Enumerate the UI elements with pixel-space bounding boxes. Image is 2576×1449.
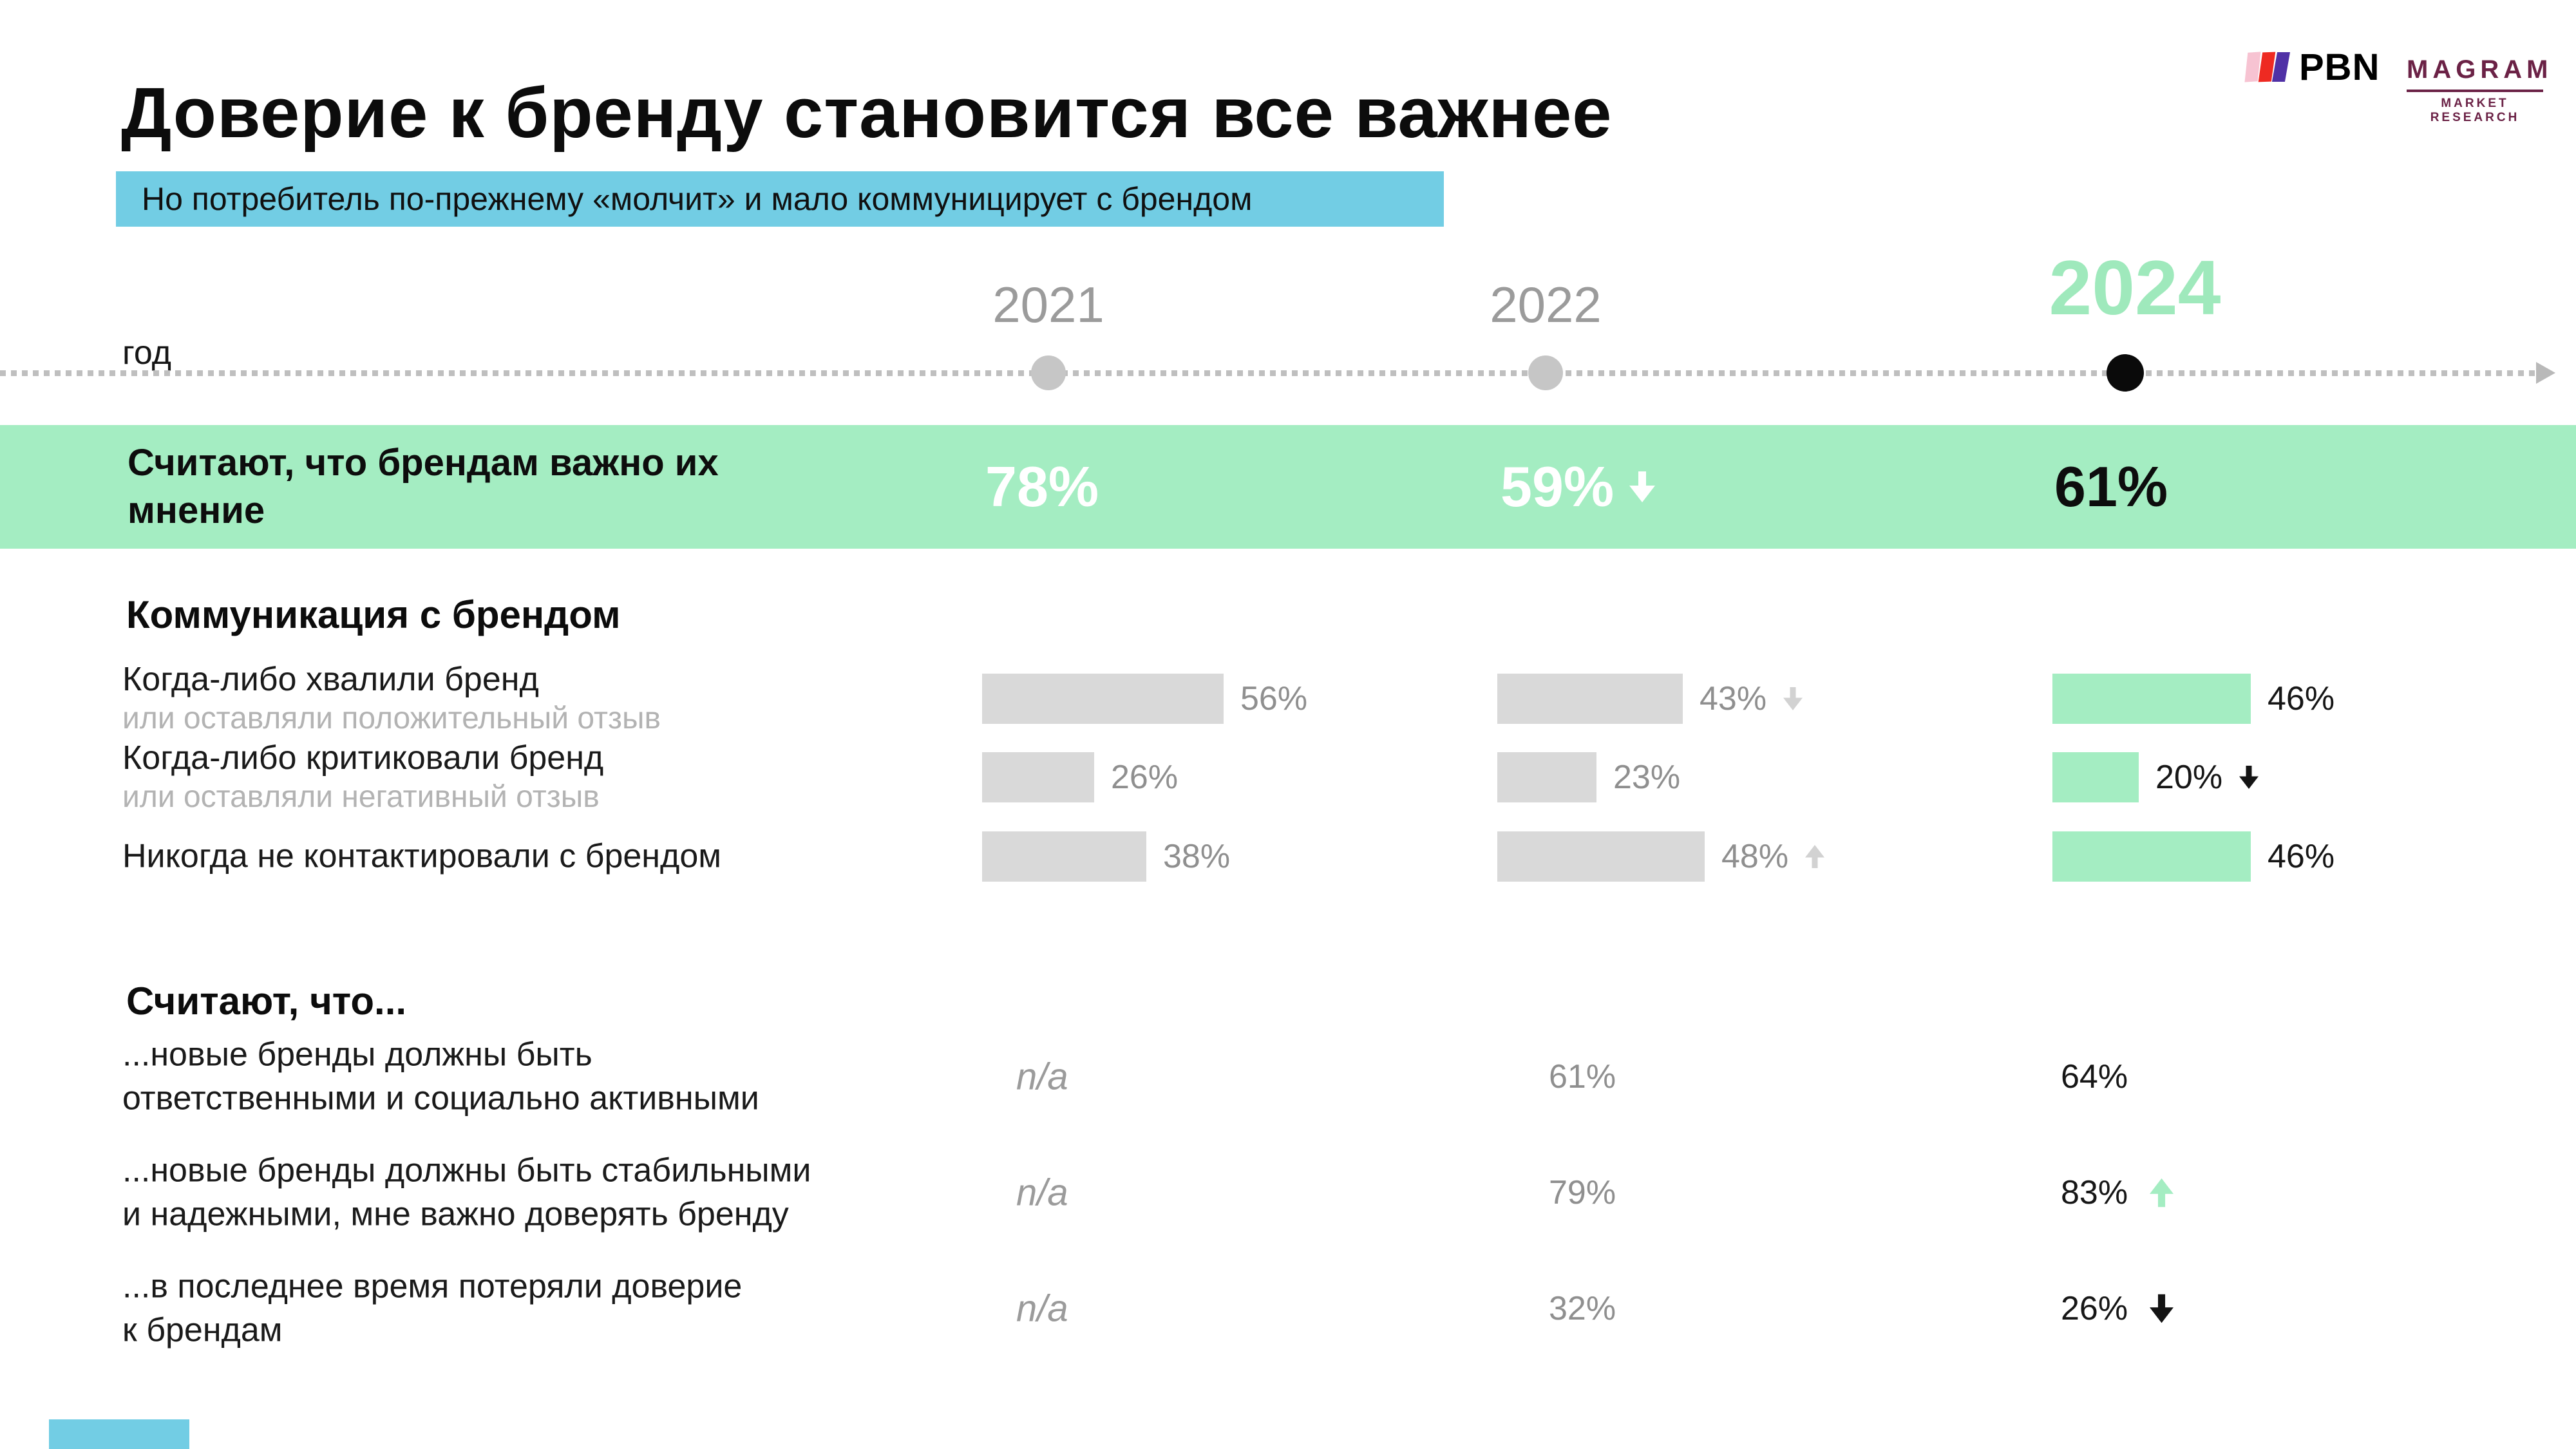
value-2022: 32% bbox=[1549, 1290, 1616, 1327]
cell-2024: 46% bbox=[2052, 674, 2334, 724]
timeline-dot-2022 bbox=[1528, 355, 1563, 390]
page-title: Доверие к бренду становится все важнее bbox=[121, 73, 1613, 153]
magram-logo-text: MAGRAM bbox=[2407, 55, 2548, 92]
row-label: ...в последнее время потеряли доверие к … bbox=[122, 1267, 743, 1349]
value-2021: n/a bbox=[1016, 1056, 1068, 1098]
table-row: Когда-либо критиковали бренд или оставля… bbox=[0, 739, 2576, 814]
section-header-opinions: Считают, что... bbox=[126, 980, 407, 1023]
cell-2024: 46% bbox=[2052, 831, 2334, 882]
cell-2024: 20% bbox=[2052, 752, 2259, 802]
bar-2024 bbox=[2052, 674, 2251, 724]
table-row: ...новые бренды должны быть стабильными … bbox=[0, 1151, 2576, 1233]
row-label: Когда-либо критиковали бренд или оставля… bbox=[122, 739, 604, 815]
year-label-2022: 2022 bbox=[1490, 276, 1602, 333]
band-value-2022: 59% bbox=[1501, 425, 1656, 549]
trend-arrow-icon bbox=[2150, 1294, 2174, 1323]
subtitle-text: Но потребитель по-прежнему «молчит» и ма… bbox=[142, 181, 1253, 217]
value-2024: 64% bbox=[2061, 1058, 2128, 1095]
cell-2021: 56% bbox=[982, 674, 1307, 724]
pbn-logo-icon bbox=[2244, 50, 2291, 84]
cell-2021: 26% bbox=[982, 752, 1178, 802]
magram-logo-subtext: MARKET RESEARCH bbox=[2430, 97, 2520, 124]
timeline-dashed-line bbox=[0, 370, 2537, 376]
bar-2022 bbox=[1497, 752, 1596, 802]
trend-arrow-icon bbox=[2150, 1178, 2174, 1208]
timeline-arrowhead-icon bbox=[2536, 362, 2555, 384]
band-value-2024: 61% bbox=[2054, 455, 2168, 518]
bar-2022 bbox=[1497, 674, 1683, 724]
table-row: Когда-либо хвалили бренд или оставляли п… bbox=[0, 661, 2576, 735]
table-row: ...новые бренды должны быть ответственны… bbox=[0, 1036, 2576, 1117]
bar-2024 bbox=[2052, 831, 2251, 882]
section-header-communication: Коммуникация с брендом bbox=[126, 593, 621, 636]
row-label: Когда-либо хвалили бренд или оставляли п… bbox=[122, 661, 661, 736]
row-label: Никогда не контактировали с брендом bbox=[122, 837, 722, 875]
table-row: Никогда не контактировали с брендом 38% … bbox=[0, 831, 2576, 882]
trend-arrow-icon bbox=[1805, 844, 1825, 869]
value-2021: n/a bbox=[1016, 1171, 1068, 1214]
bottom-left-accent bbox=[49, 1419, 189, 1449]
value-2021: n/a bbox=[1016, 1287, 1068, 1330]
subtitle-highlight: Но потребитель по-прежнему «молчит» и ма… bbox=[116, 171, 1444, 227]
row-label: ...новые бренды должны быть ответственны… bbox=[122, 1036, 759, 1117]
value-2022: 61% bbox=[1549, 1058, 1616, 1095]
value-2024: 26% bbox=[2061, 1270, 2174, 1347]
year-label-2021: 2021 bbox=[992, 276, 1104, 333]
cell-2021: 38% bbox=[982, 831, 1230, 882]
row-label: ...новые бренды должны быть стабильными … bbox=[122, 1151, 811, 1233]
magram-logo: MAGRAM MARKET RESEARCH bbox=[2407, 55, 2548, 125]
timeline-axis-label: год bbox=[122, 334, 171, 372]
band-label: Считают, что брендам важно их мнение bbox=[128, 441, 719, 531]
cell-2022: 23% bbox=[1497, 752, 1680, 802]
value-2024: 83% bbox=[2061, 1154, 2174, 1231]
cell-2022: 48% bbox=[1497, 831, 1825, 882]
cell-2022: 43% bbox=[1497, 674, 1803, 724]
band-value-2021: 78% bbox=[985, 455, 1099, 518]
bar-2022 bbox=[1497, 831, 1705, 882]
trend-arrow-icon bbox=[1783, 687, 1803, 711]
pbn-logo: PBN bbox=[2244, 46, 2380, 88]
bar-2021 bbox=[982, 674, 1224, 724]
bar-2021 bbox=[982, 752, 1094, 802]
bar-2024 bbox=[2052, 752, 2139, 802]
timeline-dot-2021 bbox=[1031, 355, 1066, 390]
table-row: ...в последнее время потеряли доверие к … bbox=[0, 1267, 2576, 1349]
year-label-2024: 2024 bbox=[2049, 245, 2221, 331]
value-2022: 79% bbox=[1549, 1174, 1616, 1211]
timeline-dot-2024 bbox=[2107, 354, 2144, 392]
highlight-band: Считают, что брендам важно их мнение 78%… bbox=[0, 425, 2576, 549]
trend-arrow-icon bbox=[2239, 765, 2259, 790]
trend-arrow-icon bbox=[1629, 471, 1656, 503]
bar-2021 bbox=[982, 831, 1146, 882]
pbn-logo-text: PBN bbox=[2299, 46, 2380, 88]
